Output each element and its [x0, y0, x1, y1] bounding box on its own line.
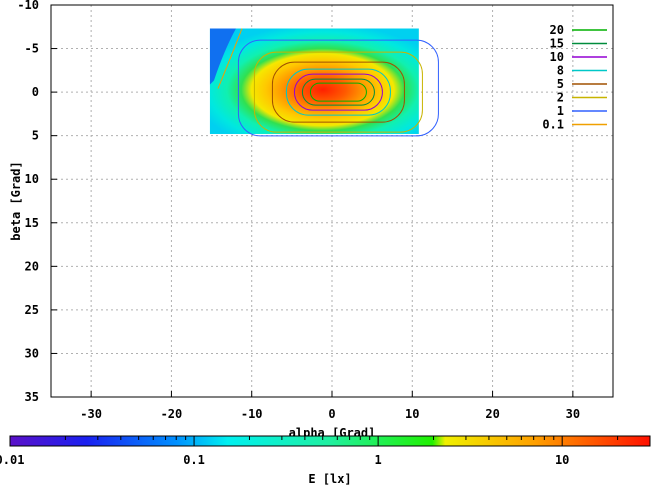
x-tick-label: -30	[80, 407, 102, 421]
colorbar-tick-label: 0.01	[0, 453, 24, 467]
y-tick-label: -10	[17, 0, 39, 12]
y-tick-label: 25	[25, 303, 39, 317]
heatmap-image	[209, 28, 419, 134]
contour-line	[293, 73, 383, 111]
y-axis-label: beta [Grad]	[9, 161, 23, 240]
y-tick-label: 10	[25, 172, 39, 186]
contour-line	[237, 39, 439, 137]
contour-line	[285, 68, 391, 116]
x-tick-label: 20	[485, 407, 499, 421]
y-tick-label: 30	[25, 346, 39, 360]
y-tick-label: -5	[25, 42, 39, 56]
legend-label: 0.1	[542, 118, 564, 132]
y-tick-label: 20	[25, 259, 39, 273]
legend-label: 20	[550, 23, 564, 37]
contour-line	[217, 28, 243, 89]
legend-label: 2	[557, 91, 564, 105]
colorbar-tick-label: 0.1	[183, 453, 205, 467]
contour-line	[309, 82, 367, 102]
x-tick-label: 10	[405, 407, 419, 421]
legend-label: 5	[557, 77, 564, 91]
x-tick-label: 30	[566, 407, 580, 421]
legend-label: 10	[550, 50, 564, 64]
legend-label: 15	[550, 37, 564, 51]
y-tick-label: 15	[25, 216, 39, 230]
x-tick-label: -10	[241, 407, 263, 421]
y-axis: -10 -5 0 5 10 15 20 25 30 35	[17, 0, 57, 404]
contour-line	[301, 78, 375, 106]
colorbar-tick-label: 1	[375, 453, 382, 467]
y-tick-label: 0	[32, 85, 39, 99]
x-tick-label: 0	[328, 407, 335, 421]
y-tick-label: 35	[25, 390, 39, 404]
contour-line	[253, 51, 423, 133]
colorbar-label: E [lx]	[308, 472, 351, 486]
contour-lines	[217, 28, 439, 137]
legend-label: 1	[557, 104, 564, 118]
y-tick-label: 5	[32, 129, 39, 143]
x-tick-label: -20	[161, 407, 183, 421]
colorbar-tick-label: 10	[555, 453, 569, 467]
x-axis: -30 -20 -10 0 10 20 30	[80, 391, 580, 421]
colorbar: 0.01 0.1 1 10	[0, 435, 651, 467]
legend-label: 8	[557, 64, 564, 78]
heatmap-field	[209, 28, 419, 134]
heatmap-low-region	[209, 28, 236, 85]
contour-line	[271, 61, 405, 123]
